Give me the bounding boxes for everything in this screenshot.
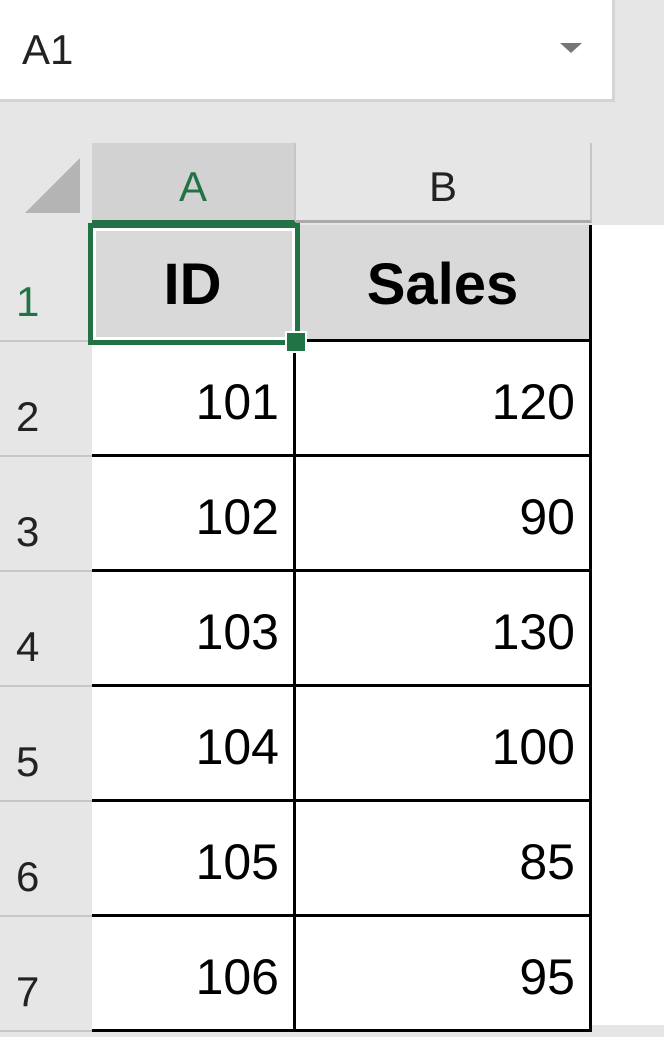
- row-header-7[interactable]: 7: [0, 917, 92, 1032]
- cell-a6[interactable]: 105: [92, 802, 296, 917]
- row-header-1[interactable]: 1: [0, 225, 92, 342]
- cell-b3[interactable]: 90: [296, 457, 592, 572]
- cell-a5[interactable]: 104: [92, 687, 296, 802]
- fill-handle[interactable]: [285, 331, 307, 353]
- cell-b2[interactable]: 120: [296, 342, 592, 457]
- cell-b6[interactable]: 85: [296, 802, 592, 917]
- row-header-6[interactable]: 6: [0, 802, 92, 917]
- select-all-button[interactable]: [25, 158, 80, 213]
- cell-b4[interactable]: 130: [296, 572, 592, 687]
- cell-b1[interactable]: Sales: [296, 225, 592, 342]
- cell-a4[interactable]: 103: [92, 572, 296, 687]
- cell-b7[interactable]: 95: [296, 917, 592, 1032]
- cell-a3[interactable]: 102: [92, 457, 296, 572]
- cell-a7[interactable]: 106: [92, 917, 296, 1032]
- row-header-2[interactable]: 2: [0, 342, 92, 457]
- cell-b5[interactable]: 100: [296, 687, 592, 802]
- column-header-b[interactable]: B: [296, 143, 592, 223]
- column-header-a[interactable]: A: [92, 143, 296, 223]
- row-header-4[interactable]: 4: [0, 572, 92, 687]
- cell-a2[interactable]: 101: [92, 342, 296, 457]
- row-header-5[interactable]: 5: [0, 687, 92, 802]
- row-header-3[interactable]: 3: [0, 457, 92, 572]
- name-box-value: A1: [22, 26, 74, 73]
- chevron-down-icon[interactable]: [560, 43, 582, 53]
- empty-grid-area[interactable]: [592, 225, 664, 1025]
- active-cell-border: [88, 223, 300, 345]
- name-box[interactable]: A1: [0, 0, 615, 102]
